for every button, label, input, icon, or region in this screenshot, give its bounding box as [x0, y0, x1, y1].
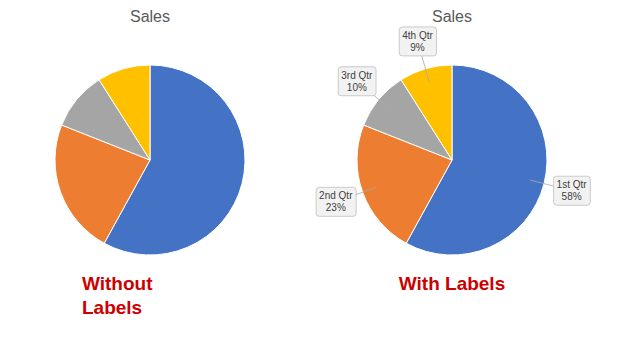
data-label: 2nd Qtr23%	[319, 190, 353, 213]
subtitle: With Labels	[399, 273, 505, 294]
data-label: 3rd Qtr10%	[341, 70, 373, 93]
chart-title: Sales	[130, 8, 170, 25]
slices	[357, 65, 547, 255]
chart: Sales Without Labels 1st Qtr58% 2nd Qtr23% 3r…	[0, 0, 620, 350]
subtitle-line: With Labels	[399, 273, 505, 294]
data-label-line: 10%	[347, 82, 367, 93]
data-label-line: 58%	[562, 191, 582, 202]
subtitle: Without Labels	[82, 273, 153, 318]
data-label: 1st Qtr58%	[557, 179, 588, 202]
pie-slice	[99, 65, 150, 160]
data-label-line: 1st Qtr	[557, 179, 588, 190]
label-box	[554, 176, 591, 205]
chart-title: Sales	[432, 8, 472, 25]
data-label: 4th Qtr9%	[402, 30, 433, 53]
pie-chart: Sales Without Labels	[55, 8, 245, 318]
data-label-line: 23%	[326, 202, 346, 213]
subtitle-line: Without	[82, 273, 153, 294]
slices	[55, 65, 245, 255]
data-labels: 1st Qtr58% 2nd Qtr23% 3rd Qtr10% 4th Qtr9%	[316, 27, 590, 216]
pie-chart: 1st Qtr58% 2nd Qtr23% 3rd Qtr10% 4th Qtr9% S…	[316, 8, 590, 294]
data-label-line: 4th Qtr	[402, 30, 433, 41]
label-box	[338, 67, 376, 96]
label-box	[399, 27, 436, 56]
data-label-line: 3rd Qtr	[341, 70, 373, 81]
data-label-line: 2nd Qtr	[319, 190, 353, 201]
pie-slice	[401, 65, 452, 160]
label-box	[316, 187, 356, 216]
data-label-line: 9%	[410, 42, 425, 53]
subtitle-line: Labels	[82, 297, 142, 318]
